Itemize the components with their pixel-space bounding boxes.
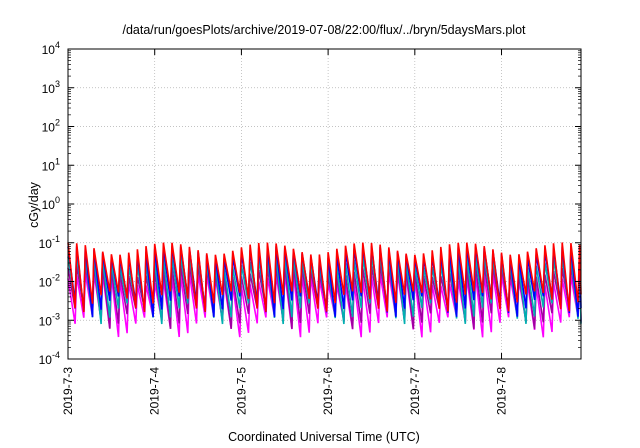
x-tick-label: 2019-7-3 — [61, 367, 75, 415]
series-line — [67, 242, 582, 313]
x-tick-label: 2019-7-6 — [321, 367, 335, 415]
y-tick-label: 104 — [42, 40, 60, 57]
y-tick-label: 100 — [42, 195, 60, 212]
x-axis-label: Coordinated Universal Time (UTC) — [228, 430, 420, 444]
y-axis: 10-4 10-3 10-2 10-1 100 101 102 103 104 — [39, 40, 581, 367]
y-tick-label: 102 — [42, 118, 60, 135]
y-axis-label: cGy/day — [27, 181, 41, 228]
x-tick-label: 2019-7-7 — [408, 367, 422, 415]
y-tick-label: 10-2 — [39, 273, 60, 290]
y-tick-label: 10-1 — [39, 234, 60, 251]
y-tick-label: 101 — [42, 156, 60, 173]
y-tick-label: 10-4 — [39, 350, 60, 367]
series-group — [67, 242, 582, 338]
y-tick-label: 10-3 — [39, 311, 60, 328]
x-axis: 2019-7-3 2019-7-4 2019-7-5 2019-7-6 2019-7-7… — [61, 49, 509, 415]
x-tick-label: 2019-7-8 — [495, 367, 509, 415]
x-tick-label: 2019-7-5 — [234, 367, 248, 415]
y-tick-label: 103 — [42, 79, 60, 96]
chart-title: /data/run/goesPlots/archive/2019-07-08/2… — [122, 23, 526, 37]
x-tick-label: 2019-7-4 — [148, 367, 162, 415]
